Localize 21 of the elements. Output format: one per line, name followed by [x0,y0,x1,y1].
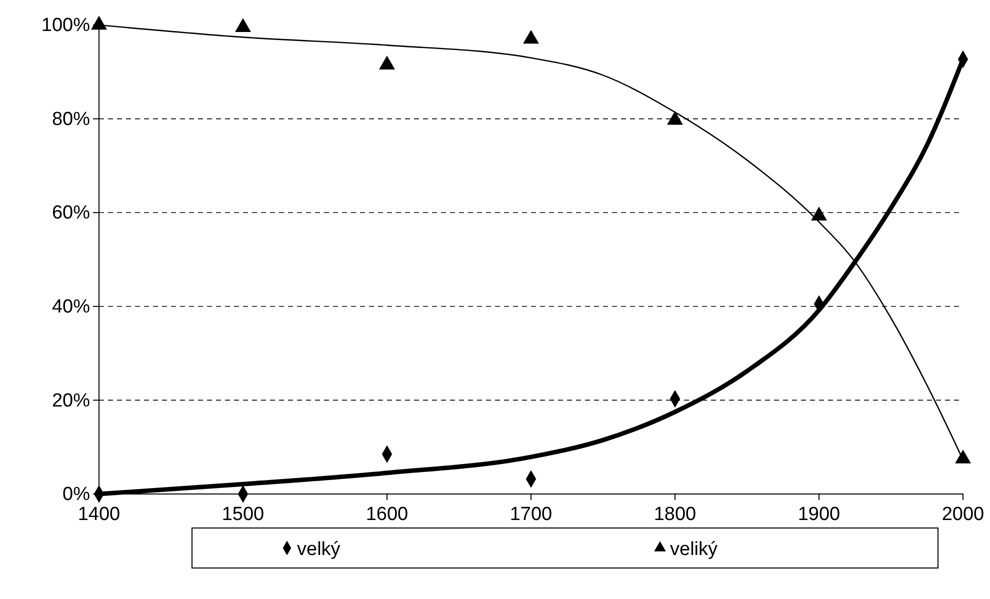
point [811,206,827,220]
legend-label: velký [297,539,341,560]
x-tick-label: 1500 [222,504,264,526]
x-tick-label: 2000 [942,504,984,526]
y-tick-label: 40% [52,296,90,318]
point [523,30,539,44]
x-tick-label: 1600 [366,504,408,526]
y-tick-label: 0% [62,484,90,506]
x-tick-label: 1700 [510,504,552,526]
point [235,18,251,32]
legend-label: veliký [670,539,718,560]
x-tick-label: 1400 [78,504,120,526]
x-tick-label: 1900 [798,504,840,526]
point [379,56,395,70]
point [667,111,683,125]
x-tick-label: 1800 [654,504,696,526]
y-tick-label: 100% [41,15,90,36]
point [91,16,107,30]
y-tick-label: 80% [52,108,90,130]
y-tick-label: 60% [52,202,90,224]
y-tick-label: 20% [52,390,90,412]
